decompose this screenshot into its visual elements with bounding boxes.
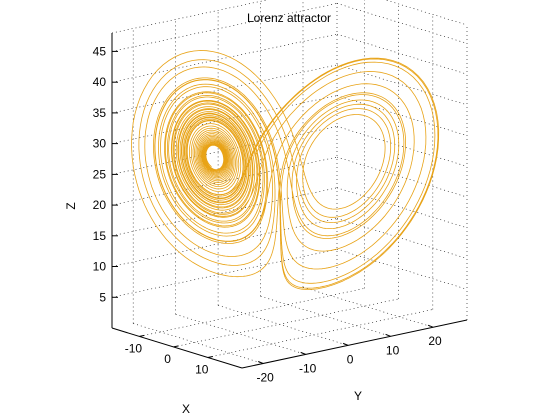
x-tick-mark: [173, 345, 179, 348]
grid-line: [175, 314, 306, 355]
y-tick-mark: [427, 324, 434, 328]
z-tick-label: 25: [93, 167, 107, 181]
y-tick-label: 20: [428, 334, 442, 348]
axis-ticks: 5 10 15 20 25 30 35 40 45 -10 0 10 -20 -10 0 10 20: [93, 44, 442, 384]
y-tick-label: 10: [386, 343, 400, 357]
grid-line: [336, 3, 468, 44]
z-tick-label: 40: [93, 75, 107, 89]
z-axis-label: Z: [64, 202, 78, 209]
y-tick-mark: [258, 361, 264, 364]
grid-line: [336, 64, 468, 106]
y-tick-label: 0: [347, 352, 354, 366]
y-tick-mark: [300, 351, 306, 355]
grid-line: [336, 33, 468, 75]
grid-line: [336, 187, 468, 229]
x-tick-mark: [139, 334, 145, 337]
x-axis-label: X: [182, 402, 190, 416]
z-tick-label: 5: [99, 290, 106, 304]
grid-line: [302, 286, 434, 328]
grid-line: [218, 305, 349, 346]
y-tick-mark: [385, 333, 391, 337]
x-axis-line: [111, 327, 243, 369]
y-tick-label: -10: [299, 361, 317, 375]
grid-lines: [111, 0, 468, 364]
grid-line: [336, 156, 468, 198]
z-tick-label: 30: [93, 137, 107, 151]
grid-line: [336, 95, 468, 136]
grid-line: [336, 249, 468, 290]
z-tick-label: 10: [93, 260, 107, 274]
plot-area: [131, 50, 440, 290]
x-tick-mark: [207, 356, 213, 358]
x-tick-label: 0: [164, 352, 171, 366]
y-tick-label: -20: [257, 371, 275, 385]
y-axis-line: [241, 319, 468, 369]
x-tick-label: -10: [125, 341, 143, 355]
y-axis-label: Y: [354, 389, 362, 403]
chart-title: Lorenz attractor: [247, 11, 331, 25]
z-tick-label: 15: [93, 229, 107, 243]
grid-line: [336, 218, 468, 259]
x-tick-label: 10: [195, 363, 209, 377]
z-tick-label: 35: [93, 106, 107, 120]
z-tick-label: 45: [93, 44, 107, 58]
z-tick-label: 20: [93, 198, 107, 212]
lorenz-trajectory-line: [131, 50, 440, 290]
grid-line: [133, 323, 264, 364]
grid-line: [384, 0, 468, 26]
y-tick-mark: [342, 342, 349, 346]
grid-line: [260, 296, 391, 337]
grid-line: [336, 126, 468, 167]
